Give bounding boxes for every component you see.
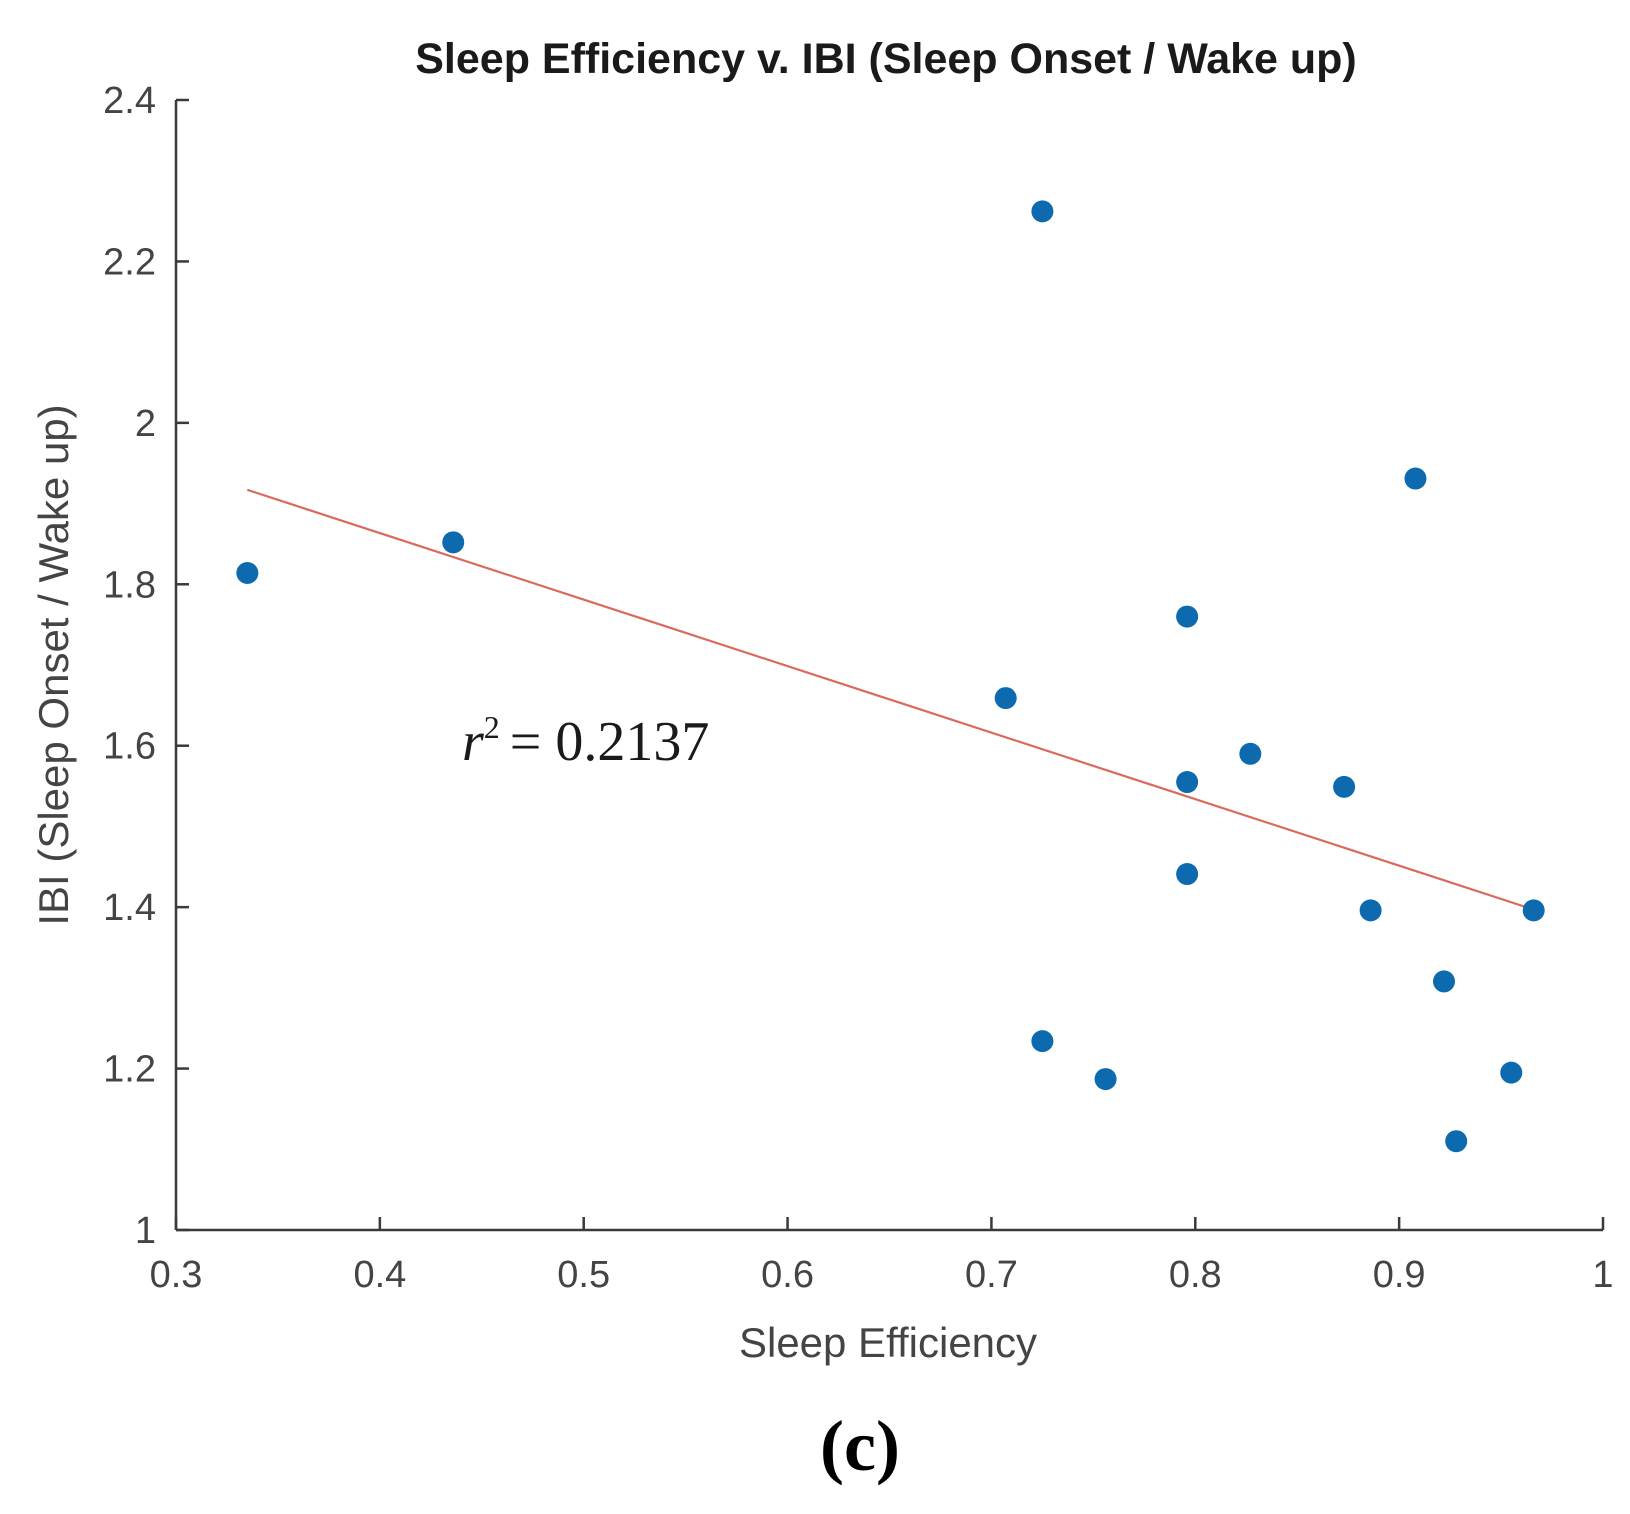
data-point bbox=[1176, 605, 1199, 628]
data-point bbox=[236, 561, 259, 584]
data-point bbox=[1239, 742, 1262, 765]
r-squared-value: = 0.2137 bbox=[510, 711, 710, 773]
x-tick-label: 0.4 bbox=[353, 1254, 406, 1296]
r-squared-annotation: r2 = 0.2137 bbox=[462, 709, 709, 773]
data-point bbox=[1176, 771, 1199, 794]
x-tick-label: 0.7 bbox=[965, 1254, 1018, 1296]
x-tick-label: 0.5 bbox=[557, 1254, 610, 1296]
data-point bbox=[1176, 863, 1199, 886]
data-point bbox=[1359, 899, 1382, 922]
data-point bbox=[1333, 775, 1356, 798]
y-tick-label: 2.4 bbox=[103, 80, 156, 122]
data-point bbox=[1031, 200, 1054, 223]
data-point bbox=[1094, 1068, 1117, 1091]
x-tick-label: 0.3 bbox=[150, 1254, 203, 1296]
y-tick-label: 1.2 bbox=[103, 1049, 156, 1091]
y-tick-label: 1.8 bbox=[103, 564, 156, 606]
y-tick-label: 1.4 bbox=[103, 887, 156, 929]
y-ticks: 1 1.2 1.4 1.6 1.8 2 2.2 2.4 bbox=[103, 80, 189, 1252]
data-point bbox=[1404, 467, 1427, 490]
panel-label: (c) bbox=[820, 1406, 900, 1486]
data-point bbox=[994, 687, 1017, 710]
y-tick-label: 2 bbox=[135, 403, 156, 445]
x-tick-label: 0.9 bbox=[1373, 1254, 1426, 1296]
x-tick-label: 0.8 bbox=[1169, 1254, 1222, 1296]
chart-title: Sleep Efficiency v. IBI (Sleep Onset / W… bbox=[415, 35, 1357, 83]
x-axis-label: Sleep Efficiency bbox=[739, 1319, 1037, 1366]
data-point bbox=[1500, 1061, 1523, 1084]
data-point bbox=[442, 531, 465, 554]
y-axis-label: IBI (Sleep Onset / Wake up) bbox=[30, 404, 77, 925]
data-point bbox=[1445, 1130, 1468, 1153]
data-point bbox=[1522, 899, 1545, 922]
plot-axes bbox=[174, 100, 1603, 1232]
x-tick-label: 1 bbox=[1592, 1254, 1613, 1296]
x-tick-label: 0.6 bbox=[761, 1254, 814, 1296]
y-tick-label: 1 bbox=[135, 1210, 156, 1252]
y-tick-label: 1.6 bbox=[103, 726, 156, 768]
fit-line bbox=[247, 488, 1535, 911]
data-points bbox=[236, 200, 1545, 1153]
data-point bbox=[1031, 1030, 1054, 1053]
r-superscript: 2 bbox=[484, 709, 500, 745]
r-symbol: r bbox=[462, 711, 484, 773]
y-tick-label: 2.2 bbox=[103, 241, 156, 283]
data-point bbox=[1432, 970, 1455, 993]
x-ticks: 0.3 0.4 0.5 0.6 0.7 0.8 0.9 1 bbox=[150, 1217, 1614, 1296]
